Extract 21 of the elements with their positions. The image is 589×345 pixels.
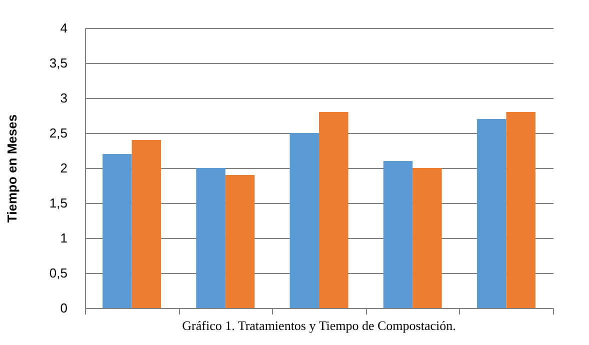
- bar: [476, 119, 506, 308]
- text: Gráfico 1. Tratamientos y Tiempo de Compostación.: [182, 318, 456, 333]
- y-tick-label: 1,5: [49, 196, 68, 210]
- bar: [225, 175, 255, 308]
- y-tick-label: 4: [60, 20, 68, 36]
- bar: [290, 133, 319, 308]
- y-tick-label: 0,5: [49, 266, 68, 280]
- y-tick-label: 2: [60, 160, 68, 176]
- y-tick-label: 1: [60, 230, 68, 246]
- bar: [102, 154, 132, 308]
- y-tick-label: 2,5: [49, 126, 68, 140]
- y-tick-label: 3,5: [49, 56, 68, 70]
- y-tick-label: 0: [60, 300, 68, 316]
- bar: [132, 140, 162, 308]
- bar: [383, 161, 413, 308]
- bar: [412, 168, 442, 308]
- bar: [319, 112, 348, 308]
- y-axis-title: Tiempo en Meses: [4, 114, 20, 223]
- bar: [506, 112, 536, 308]
- y-tick-label: 3: [60, 90, 68, 106]
- bar: [196, 168, 226, 308]
